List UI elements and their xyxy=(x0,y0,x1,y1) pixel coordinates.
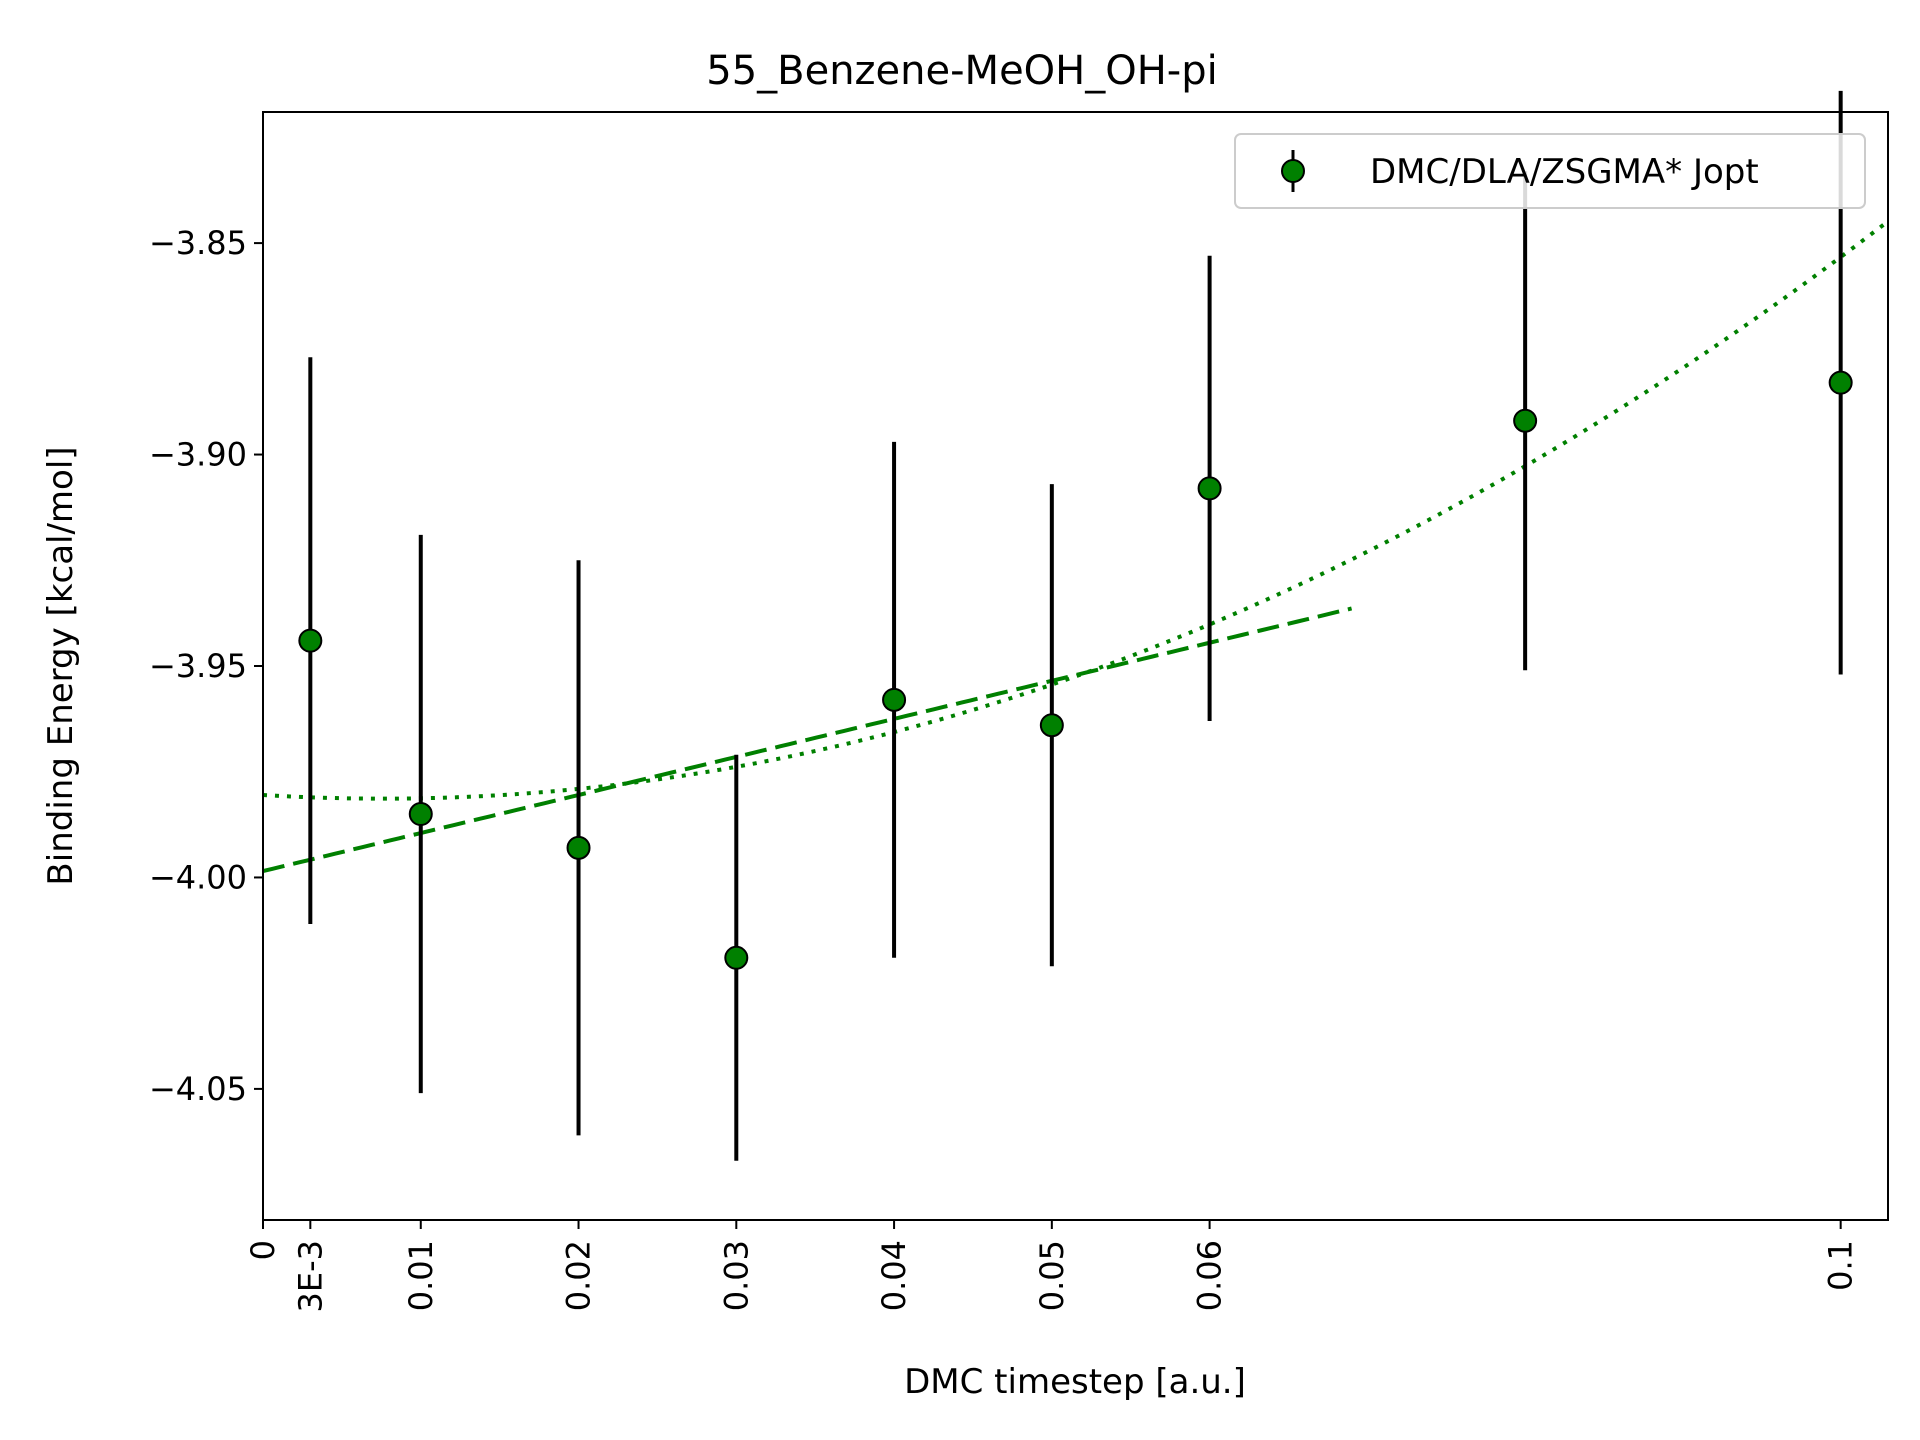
data-point xyxy=(298,628,323,653)
linear-fit-line xyxy=(263,606,1353,874)
y-tick-label: −3.85 xyxy=(149,224,247,262)
x-tick-label: 0 xyxy=(244,1240,282,1260)
y-axis-ticks: −3.85 −3.90 −3.95 −4.00 −4.05 xyxy=(149,224,263,1108)
x-axis-ticks: 0 3E-3 0.01 0.02 0.03 0.04 0.05 0.06 0.1 xyxy=(244,1220,1860,1312)
data-point xyxy=(1197,476,1222,501)
x-tick-label: 3E-3 xyxy=(291,1240,329,1312)
data-point xyxy=(408,802,433,827)
legend: DMC/DLA/ZSGMA* Jopt xyxy=(1234,133,1866,209)
legend-entry-label: DMC/DLA/ZSGMA* Jopt xyxy=(1370,152,1759,192)
x-tick-label: 0.04 xyxy=(875,1240,913,1311)
quadratic-fit-line xyxy=(263,219,1888,801)
legend-box xyxy=(1234,133,1866,209)
x-tick-label: 0.06 xyxy=(1191,1240,1229,1311)
fit-lines xyxy=(263,219,1888,874)
x-tick-label: 0.05 xyxy=(1033,1240,1071,1311)
y-tick-label: −3.90 xyxy=(149,436,247,474)
x-tick-label: 0.1 xyxy=(1822,1240,1860,1291)
x-tick-label: 0.02 xyxy=(560,1240,598,1311)
y-tick-label: −3.95 xyxy=(149,647,247,685)
y-tick-label: −4.05 xyxy=(149,1070,247,1108)
data-point xyxy=(566,835,591,860)
data-point xyxy=(1039,713,1064,738)
x-tick-label: 0.03 xyxy=(717,1240,755,1311)
x-axis-label: DMC timestep [a.u.] xyxy=(904,1362,1246,1402)
error-bars xyxy=(308,90,1843,1161)
chart-title: 55_Benzene-MeOH_OH-pi xyxy=(706,48,1217,94)
data-point xyxy=(724,945,749,970)
x-tick-label: 0.01 xyxy=(402,1240,440,1311)
data-point xyxy=(1513,408,1538,433)
y-tick-label: −4.00 xyxy=(149,858,247,896)
y-axis-label: Binding Energy [kcal/mol] xyxy=(41,446,81,885)
data-point xyxy=(882,687,907,712)
legend-marker xyxy=(1281,159,1305,183)
data-point xyxy=(1828,370,1853,395)
data-points xyxy=(298,370,1853,970)
plot-frame xyxy=(262,111,1889,1221)
